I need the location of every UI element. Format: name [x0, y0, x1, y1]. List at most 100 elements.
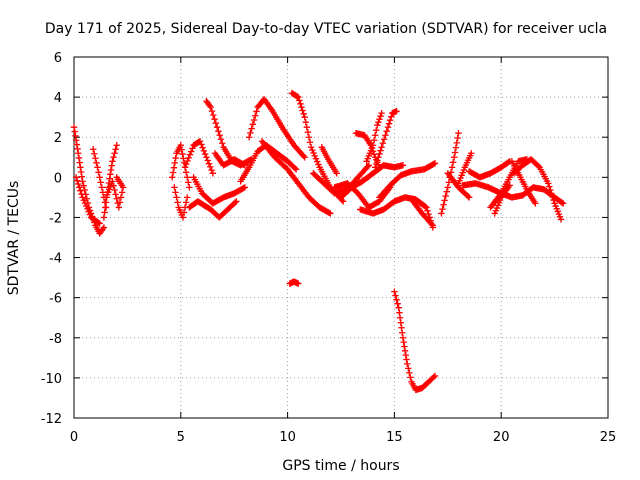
data-point — [398, 324, 405, 331]
x-tick-label: 15 — [386, 430, 403, 445]
satellite-track — [376, 160, 439, 201]
data-point — [233, 198, 240, 205]
data-point — [241, 162, 249, 169]
data-point — [184, 157, 191, 165]
data-point — [174, 199, 181, 206]
x-tick-label: 5 — [177, 430, 185, 445]
data-point — [371, 164, 379, 171]
data-point — [182, 199, 190, 206]
data-point — [401, 347, 409, 355]
data-point — [301, 113, 308, 121]
y-tick-label: -8 — [49, 332, 62, 347]
data-point — [179, 214, 187, 221]
satellite-track — [186, 198, 240, 221]
data-point — [310, 149, 317, 157]
satellite-track — [455, 150, 475, 187]
data-point — [544, 180, 552, 187]
data-point — [546, 183, 553, 190]
data-point — [216, 132, 223, 139]
data-point — [71, 128, 78, 135]
data-point — [422, 203, 429, 210]
data-point — [109, 178, 116, 185]
data-point — [313, 158, 321, 165]
data-point — [98, 184, 105, 191]
data-point — [173, 194, 180, 201]
data-point — [387, 113, 395, 120]
data-point — [100, 214, 108, 221]
chart-title: Day 171 of 2025, Sidereal Day-to-day VTE… — [45, 21, 607, 37]
satellite-track — [181, 138, 217, 177]
data-point — [171, 159, 179, 167]
data-point — [84, 205, 91, 213]
data-point — [307, 144, 315, 151]
data-point — [428, 220, 435, 228]
data-point — [250, 116, 258, 124]
data-point — [85, 208, 92, 215]
data-point — [301, 154, 308, 161]
data-point — [302, 118, 309, 126]
data-point — [101, 209, 108, 216]
data-point — [203, 154, 210, 161]
satellite-track — [286, 278, 302, 287]
data-point — [295, 280, 302, 287]
data-point — [172, 154, 179, 162]
data-point — [205, 160, 213, 167]
data-point — [370, 137, 378, 144]
data-point — [550, 196, 557, 204]
data-point — [406, 369, 413, 377]
data-point — [429, 222, 437, 229]
data-point — [505, 158, 512, 166]
data-point — [73, 141, 81, 148]
data-point — [107, 171, 114, 178]
data-point — [72, 132, 79, 140]
data-series — [70, 89, 567, 394]
data-point — [210, 111, 217, 119]
data-point — [300, 152, 307, 160]
data-point — [204, 157, 211, 164]
data-point — [110, 182, 117, 189]
data-point — [399, 329, 406, 336]
data-point — [252, 112, 259, 119]
data-point — [217, 136, 225, 143]
data-point — [79, 194, 86, 201]
data-point — [102, 204, 109, 211]
data-point — [430, 160, 437, 168]
data-point — [92, 155, 99, 162]
data-point — [431, 372, 439, 380]
satellite-track — [465, 158, 513, 181]
data-point — [109, 158, 116, 165]
data-point — [113, 174, 120, 181]
y-axis-label: SDTVAR / TECUs — [6, 181, 22, 296]
data-point — [373, 160, 380, 168]
data-point — [445, 179, 453, 186]
data-point — [377, 147, 384, 154]
data-point — [107, 166, 115, 174]
data-point — [75, 180, 82, 188]
y-tick-label: -4 — [49, 252, 62, 267]
data-point — [172, 189, 179, 196]
data-point — [431, 160, 439, 167]
data-point — [392, 292, 399, 299]
data-point — [78, 190, 85, 198]
data-point — [339, 198, 347, 205]
satellite-track — [190, 174, 249, 207]
satellite-track — [408, 196, 437, 229]
data-point — [369, 142, 377, 149]
data-point — [74, 177, 81, 184]
data-point — [393, 107, 400, 115]
data-point — [116, 199, 124, 206]
data-point — [443, 188, 450, 195]
data-point — [306, 139, 314, 146]
data-point — [296, 97, 303, 104]
data-point — [384, 123, 392, 131]
data-point — [215, 128, 222, 135]
data-point — [299, 107, 306, 114]
satellite-track — [102, 174, 127, 211]
data-point — [374, 157, 381, 164]
data-point — [181, 164, 189, 171]
satellite-track — [444, 170, 473, 201]
data-point — [375, 118, 382, 126]
data-point — [247, 129, 254, 137]
satellite-track — [211, 150, 249, 169]
